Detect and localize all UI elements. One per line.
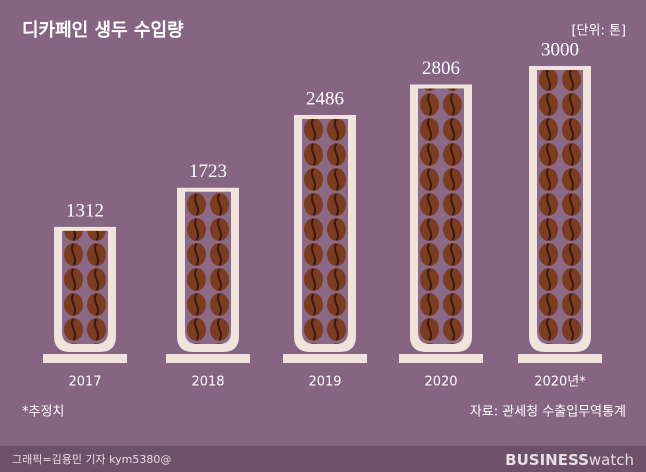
footnote: *추정치 (22, 405, 64, 420)
tube-contents (62, 230, 108, 344)
x-tick-label: 2020 (424, 375, 457, 390)
x-tick-label: 2019 (308, 375, 341, 390)
footer-strip (0, 446, 646, 472)
base-plate (43, 354, 127, 363)
tube-contents (185, 191, 231, 344)
x-tick-label: 2018 (191, 375, 224, 390)
value-label: 2806 (422, 58, 460, 79)
logo-light: watch (589, 451, 634, 469)
value-label: 1312 (66, 200, 104, 221)
tube-contents (418, 88, 464, 345)
value-label: 1723 (189, 161, 227, 182)
credit: 그래픽=김용민 기자 kym5380@ (12, 453, 171, 466)
base-plate (399, 354, 483, 363)
base-plate (283, 354, 367, 363)
logo: BUSINESSwatch (505, 451, 634, 469)
tube-contents (537, 70, 583, 344)
value-label: 3000 (541, 39, 579, 60)
unit-label: [단위: 톤] (571, 24, 626, 39)
value-label: 2486 (306, 88, 344, 109)
base-plate (518, 354, 602, 363)
base-plate (166, 354, 250, 363)
chart-title: 디카페인 생두 수입량 (22, 19, 184, 41)
x-tick-label: 2020년* (534, 375, 586, 390)
logo-bold: BUSINESS (505, 451, 589, 469)
source: 자료: 관세청 수출입무역통계 (470, 405, 626, 420)
tube-contents (302, 119, 348, 344)
x-tick-label: 2017 (68, 375, 101, 390)
